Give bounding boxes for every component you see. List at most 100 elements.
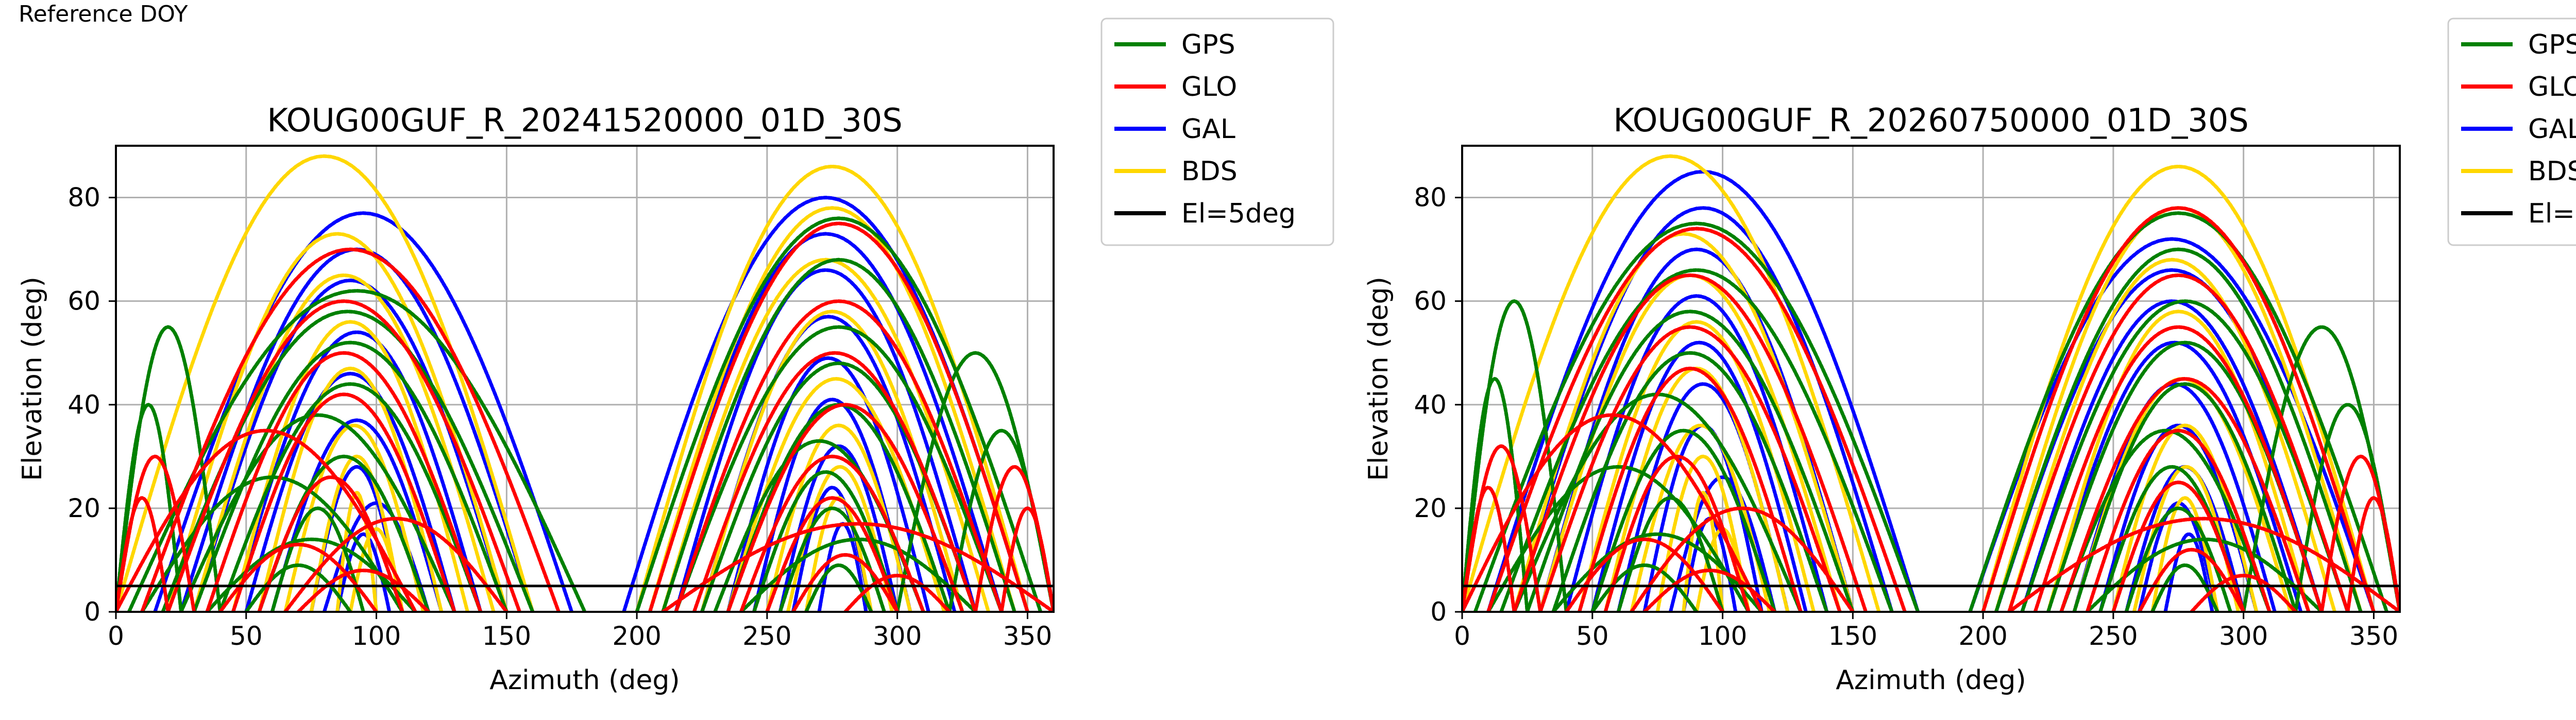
axes-frame [115, 145, 1055, 613]
x-tick-label: 150 [482, 621, 531, 651]
chart-title: KOUG00GUF_R_20241520000_01D_30S [267, 101, 902, 139]
series-glo-arc [843, 574, 952, 612]
legend-label: GLO [1181, 72, 1237, 102]
series-glo-arc [2346, 496, 2400, 612]
series-glo-arc [296, 569, 431, 612]
series-glo-arc [648, 221, 1029, 612]
chart-panel-1: 0 50 100 150 200 250 300 350 0 20 40 60 80 KOUG00GUF_… [17, 18, 1334, 696]
series-bds-arc [1462, 154, 1881, 612]
series-gal-arc [1668, 475, 1777, 612]
series-glo-arc [2111, 481, 2246, 612]
series-glo-arc [231, 392, 456, 612]
series-bds-arc [2007, 258, 2337, 612]
series-glo-arc [999, 506, 1054, 612]
x-tick-label: 150 [1828, 621, 1877, 651]
legend-label: GLO [2528, 72, 2576, 102]
series-gal-arc [648, 232, 1004, 612]
y-tick-label: 40 [67, 390, 100, 420]
series-bds-arc [116, 154, 535, 612]
series-glo-arc [1642, 569, 1777, 612]
y-tick-label: 60 [1414, 286, 1447, 316]
legend-label: GPS [1181, 29, 1235, 60]
series-gps-arc [1462, 376, 1529, 612]
series-glo-arc [2033, 325, 2324, 612]
series-bds-arc [1655, 454, 1751, 612]
series-glo-arc [692, 351, 977, 612]
x-tick-label: 250 [2089, 621, 2138, 651]
x-tick-label: 0 [108, 621, 124, 651]
x-tick-label: 350 [1003, 621, 1052, 651]
series-gps-arc [179, 413, 456, 612]
series-glo-arc [1512, 273, 1868, 612]
series-glo-arc [765, 496, 900, 612]
series-glo-arc [166, 299, 522, 612]
series-gps-arc [1499, 268, 1894, 612]
series-glo-arc [1462, 413, 1764, 612]
series-glo-arc [116, 496, 170, 612]
legend-box [1100, 18, 1334, 246]
series-gps-arc [140, 475, 404, 612]
series-glo-arc [739, 454, 925, 612]
series-gps-arc [1486, 465, 1751, 612]
legend-label: GAL [2528, 114, 2576, 145]
y-tick-label: 0 [84, 597, 100, 627]
legend-box [2447, 18, 2576, 246]
series-gal-arc [726, 356, 930, 612]
series-glo-arc [1630, 506, 1855, 612]
series-glo-arc [1603, 454, 1751, 612]
series-gps-arc [1473, 221, 1920, 612]
x-tick-label: 250 [742, 621, 791, 651]
legend: GPS GLO GAL BDS El=5deg [2447, 18, 2576, 246]
series-gps-arc [1590, 563, 1699, 612]
x-tick-label: 100 [1698, 621, 1747, 651]
series-glo-arc [218, 542, 379, 612]
series-gal-arc [674, 268, 977, 612]
series-gps-arc [1525, 310, 1855, 612]
series-gal-arc [270, 418, 444, 612]
series-glo-arc [283, 517, 509, 612]
legend-label: El=5deg [1181, 198, 1296, 229]
x-axis-label: Azimuth (deg) [1836, 665, 2026, 696]
y-axis-label: Elevation (deg) [1363, 277, 1394, 481]
x-tick-label: 0 [1454, 621, 1470, 651]
series-bds-arc [192, 273, 496, 612]
series-gps-arc [1551, 351, 1829, 612]
x-tick-label: 50 [1576, 621, 1609, 651]
y-tick-label: 40 [1414, 390, 1447, 420]
series-gps-arc [1994, 247, 2363, 612]
series-glo-arc [2007, 273, 2350, 612]
series-glo-arc [1538, 325, 1842, 612]
y-tick-label: 20 [1414, 493, 1447, 523]
x-tick-label: 100 [352, 621, 401, 651]
series-gps-arc [635, 216, 1043, 612]
x-tick-label: 200 [612, 621, 661, 651]
legend: GPS GLO GAL BDS El=5deg [1100, 18, 1334, 246]
legend-label: GPS [2528, 29, 2576, 60]
series-glo-arc [1578, 366, 1803, 612]
series-glo-arc [1564, 537, 1725, 612]
x-tick-label: 300 [873, 621, 922, 651]
series-bds-arc [309, 454, 404, 612]
series-glo-arc [2059, 376, 2311, 612]
chart-panel-2: 0 50 100 150 200 250 300 350 0 20 40 60 80 KOUG00GUF_… [1363, 18, 2576, 696]
series-glo-arc [2190, 574, 2298, 612]
series-gal-arc [1512, 206, 1894, 612]
y-tick-label: 80 [67, 183, 100, 213]
series-glo-arc [674, 299, 1004, 612]
series-glo-arc [661, 522, 1054, 612]
series-glo-arc [726, 403, 964, 612]
legend-label: El=5deg [2528, 198, 2576, 229]
series-glo-arc [140, 247, 561, 612]
y-tick-label: 20 [67, 493, 100, 523]
y-tick-label: 60 [67, 286, 100, 316]
series-gps-arc [218, 382, 483, 612]
series-gps-arc [127, 289, 587, 612]
series-bds-arc [166, 232, 509, 612]
series-gps-arc [2020, 299, 2350, 612]
series-gps-arc [1968, 211, 2389, 612]
series-glo-arc [257, 475, 404, 612]
legend-label: BDS [2528, 156, 2576, 187]
legend-label: BDS [1181, 156, 1238, 187]
series-gps-arc [116, 403, 183, 612]
x-axis-label: Azimuth (deg) [489, 665, 680, 696]
